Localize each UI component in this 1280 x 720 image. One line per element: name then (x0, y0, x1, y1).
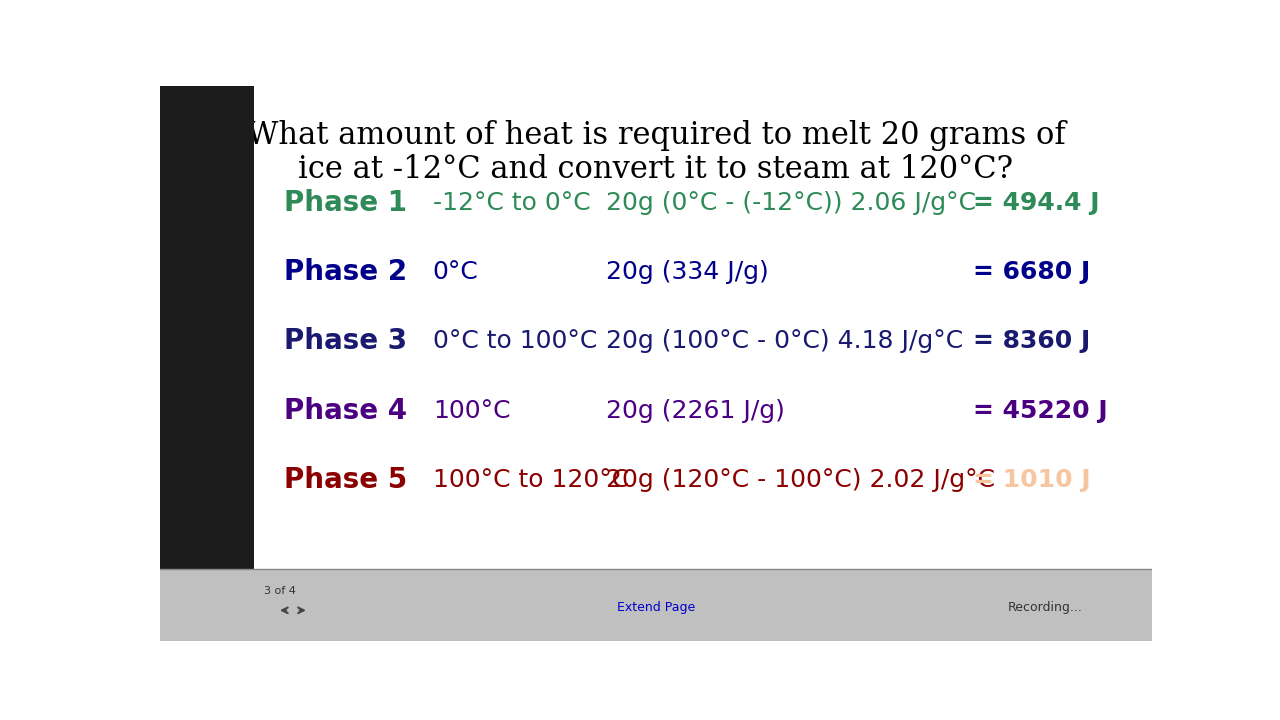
Text: Extend Page: Extend Page (617, 601, 695, 614)
Text: Phase 5: Phase 5 (284, 466, 407, 494)
Text: 20g (0°C - (-12°C)) 2.06 J/g°C: 20g (0°C - (-12°C)) 2.06 J/g°C (607, 191, 977, 215)
Text: Phase 4: Phase 4 (284, 397, 407, 425)
Text: = 6680 J: = 6680 J (973, 260, 1091, 284)
Text: = 494.4 J: = 494.4 J (973, 191, 1100, 215)
Text: 0°C to 100°C: 0°C to 100°C (433, 330, 596, 354)
Text: 20g (2261 J/g): 20g (2261 J/g) (607, 399, 801, 423)
FancyBboxPatch shape (160, 569, 1152, 641)
Text: Phase 2: Phase 2 (284, 258, 407, 286)
Text: 3 of 4: 3 of 4 (264, 586, 296, 596)
Text: Phase 1: Phase 1 (284, 189, 407, 217)
Text: ice at -12°C and convert it to steam at 120°C?: ice at -12°C and convert it to steam at … (298, 154, 1014, 185)
Text: 20g (100°C - 0°C) 4.18 J/g°C: 20g (100°C - 0°C) 4.18 J/g°C (607, 330, 964, 354)
Text: 100°C to 120°C: 100°C to 120°C (433, 468, 628, 492)
Text: -12°C to 0°C: -12°C to 0°C (433, 191, 590, 215)
FancyBboxPatch shape (160, 86, 255, 569)
Text: 20g (334 J/g): 20g (334 J/g) (607, 260, 794, 284)
Text: 100°C: 100°C (433, 399, 511, 423)
Text: Phase 3: Phase 3 (284, 328, 407, 356)
Text: 20g (120°C - 100°C) 2.02 J/g°C: 20g (120°C - 100°C) 2.02 J/g°C (607, 468, 996, 492)
Text: = 45220 J: = 45220 J (973, 399, 1108, 423)
Text: = 1010 J: = 1010 J (973, 468, 1091, 492)
Text: = 8360 J: = 8360 J (973, 330, 1091, 354)
Text: What amount of heat is required to melt 20 grams of: What amount of heat is required to melt … (247, 120, 1065, 150)
Text: Recording...: Recording... (1009, 601, 1083, 614)
Text: 0°C: 0°C (433, 260, 479, 284)
